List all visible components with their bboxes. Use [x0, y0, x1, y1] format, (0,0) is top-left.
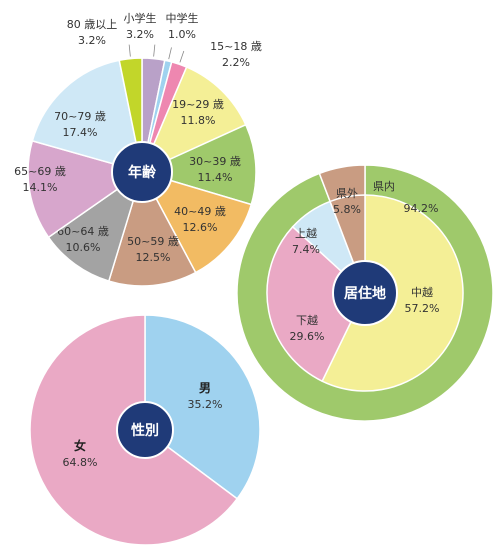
age-slice-label: 65~69 歳 — [14, 165, 66, 178]
residence-outer-label: 県内 — [373, 179, 395, 193]
age-slice-label: 小学生 — [124, 11, 157, 25]
residence-title: 居住地 — [344, 285, 386, 302]
residence-outer-value-label: 94.2% — [404, 202, 439, 215]
age-slice-value: 3.2% — [78, 34, 106, 47]
age-slice-value: 17.4% — [63, 126, 98, 139]
age-slice-value: 14.1% — [23, 181, 58, 194]
age-slice — [31, 59, 143, 174]
age-slice-label: 中学生 — [166, 11, 199, 25]
gender-slice — [144, 314, 261, 500]
age-slice — [47, 170, 144, 283]
age-slice — [139, 123, 257, 206]
gender-badge — [116, 401, 174, 459]
age-leader-line — [179, 50, 185, 63]
gender-slice-label: 男 — [199, 381, 211, 395]
age-slice-label: 40~49 歳 — [174, 205, 226, 218]
residence-inner-label: 県外 — [336, 187, 358, 200]
age-pie-chart: 小学生 3.2% 中学生 1.0% 15~18 歳 2.2% 19~29 歳 11.8% 30~… — [14, 11, 262, 287]
residence-inner-slice — [266, 225, 366, 383]
gender-slice-value: 64.8% — [63, 456, 98, 469]
age-slice-label: 70~79 歳 — [54, 110, 106, 123]
age-slice-label: 19~29 歳 — [172, 98, 224, 111]
residence-inner-value: 29.6% — [290, 330, 325, 343]
age-slice-value: 11.8% — [181, 114, 216, 127]
age-slice-label: 15~18 歳 — [210, 40, 262, 53]
residence-inner-value: 57.2% — [405, 302, 440, 315]
age-leader-line — [168, 47, 172, 60]
age-leader-line — [128, 44, 131, 57]
age-slice-value: 10.6% — [66, 241, 101, 254]
age-slice-label: 80 歳以上 — [67, 18, 118, 31]
age-slice-value: 12.6% — [183, 221, 218, 234]
age-slice — [140, 66, 247, 174]
age-slice — [140, 170, 253, 274]
age-slice-value: 1.0% — [168, 28, 196, 41]
age-slice-label: 60~64 歳 — [57, 225, 109, 238]
gender-slice-label: 女 — [74, 438, 86, 453]
age-slice-label: 50~59 歳 — [127, 235, 179, 248]
age-slice-value: 12.5% — [136, 251, 171, 264]
age-title: 年齢 — [128, 164, 157, 181]
age-slice-value: 11.4% — [198, 171, 233, 184]
age-badge — [111, 141, 173, 203]
residence-pie-chart: 県内 94.2% 中越 57.2% 下越 29.6% 上越 7.4% 県外 5.8% 居住地 — [236, 164, 494, 422]
gender-slice-value: 35.2% — [188, 398, 223, 411]
residence-badge — [332, 260, 398, 326]
residence-inner-value: 5.8% — [333, 203, 361, 216]
residence-inner-label: 下越 — [296, 313, 318, 327]
residence-inner-label: 上越 — [295, 226, 317, 240]
age-slice-label: 30~39 歳 — [189, 155, 241, 168]
age-slice-value: 2.2% — [222, 56, 250, 69]
gender-pie-chart: 男 35.2% 女 64.8% 性別 — [29, 314, 261, 546]
age-slice-value: 3.2% — [126, 28, 154, 41]
age-leader-line — [153, 44, 156, 57]
residence-inner-value: 7.4% — [292, 243, 320, 256]
residence-inner-label: 中越 — [411, 285, 433, 299]
gender-title: 性別 — [131, 422, 159, 439]
age-slice — [107, 170, 197, 287]
